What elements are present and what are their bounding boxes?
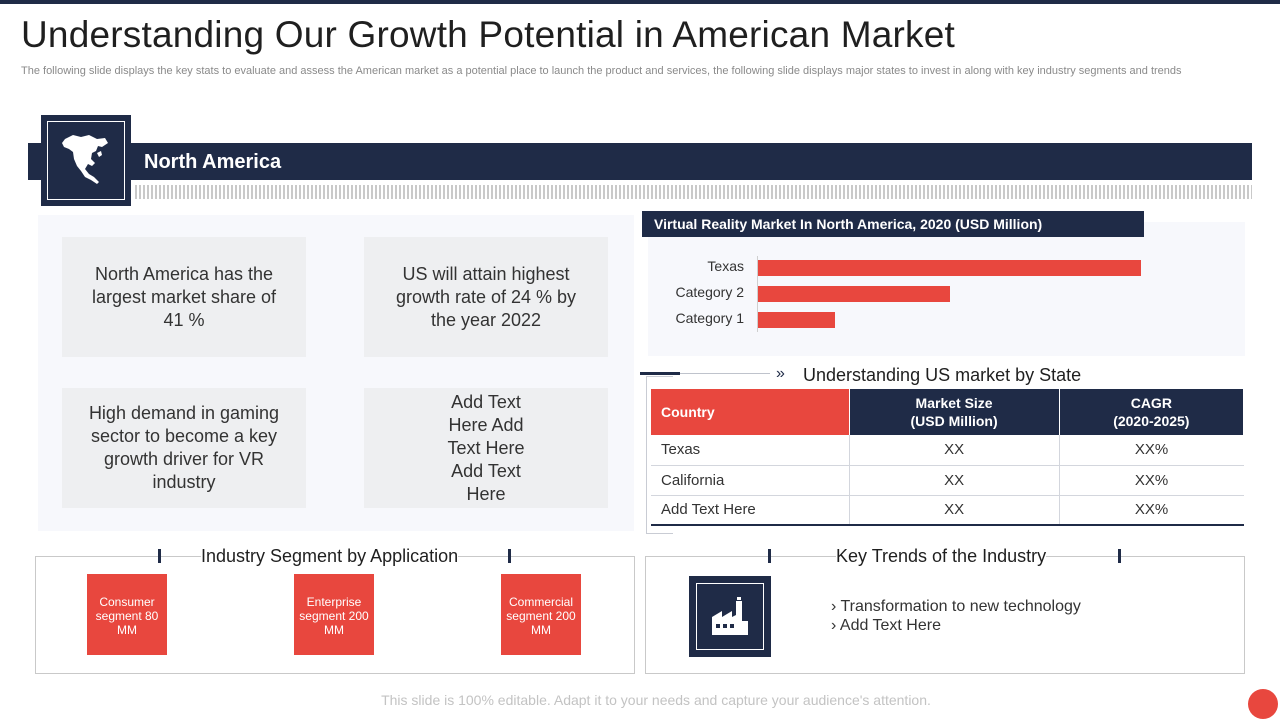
segment-title: Industry Segment by Application — [201, 546, 459, 567]
state-section-title: Understanding US market by State — [803, 365, 1082, 385]
section-accent-line — [640, 372, 680, 375]
region-label: North America — [144, 151, 282, 173]
page-title: Understanding Our Growth Potential in Am… — [21, 14, 955, 55]
trend-item: › Add Text Here — [831, 617, 941, 634]
stat-card: North America has the largest market sha… — [62, 237, 306, 357]
corner-dot — [1248, 689, 1278, 719]
cell-country: California — [651, 465, 850, 496]
bar — [758, 286, 950, 302]
cell-market-size: XX — [849, 495, 1060, 526]
bar — [758, 260, 1141, 276]
bar-category-label: Texas — [707, 258, 744, 274]
bar-category-label: Category 2 — [675, 284, 744, 300]
table-bracket — [646, 376, 673, 534]
cell-country: Add Text Here — [651, 495, 850, 526]
title-tick — [158, 549, 161, 563]
table-row: California XX XX% — [651, 465, 1244, 496]
title-tick — [508, 549, 511, 563]
factory-icon — [712, 597, 748, 635]
footer-note: This slide is 100% editable. Adapt it to… — [381, 692, 931, 708]
region-banner — [28, 143, 1252, 180]
top-accent-bar — [0, 0, 1280, 4]
cell-cagr: XX% — [1059, 465, 1244, 496]
double-chevron-icon: » — [776, 365, 785, 382]
section-divider-line — [680, 373, 770, 374]
stat-card: Add Text Here Add Text Here Add Text Her… — [364, 388, 608, 508]
page-subtitle: The following slide displays the key sta… — [21, 65, 1182, 77]
trend-item: › Transformation to new technology — [831, 598, 1081, 615]
title-tick — [1118, 549, 1121, 563]
table-header-row: Country Market Size (USD Million) CAGR (… — [651, 389, 1245, 435]
header-cagr: CAGR (2020-2025) — [1059, 389, 1245, 435]
bar-category-label: Category 1 — [675, 310, 744, 326]
segment-card: Consumer segment 80 MM — [87, 574, 167, 655]
cell-market-size: XX — [849, 435, 1060, 466]
header-country: Country — [651, 389, 850, 435]
stat-card: High demand in gaming sector to become a… — [62, 388, 306, 508]
table-row: Texas XX XX% — [651, 435, 1244, 466]
state-table: Country Market Size (USD Million) CAGR (… — [651, 389, 1245, 526]
banner-hatch-divider — [135, 185, 1252, 199]
segment-card: Commercial segment 200 MM — [501, 574, 581, 655]
trends-title: Key Trends of the Industry — [836, 546, 1047, 567]
table-row: Add Text Here XX XX% — [651, 495, 1244, 526]
cell-market-size: XX — [849, 465, 1060, 496]
segment-card: Enterprise segment 200 MM — [294, 574, 374, 655]
cell-cagr: XX% — [1059, 495, 1244, 526]
cell-cagr: XX% — [1059, 435, 1244, 466]
bar — [758, 312, 835, 328]
region-icon-box — [41, 115, 131, 206]
cell-country: Texas — [651, 435, 850, 466]
factory-icon-box — [689, 576, 771, 657]
north-america-map-icon — [62, 135, 108, 184]
chart-axis — [757, 256, 758, 332]
header-market-size: Market Size (USD Million) — [849, 389, 1060, 435]
chart-title: Virtual Reality Market In North America,… — [642, 211, 1144, 237]
title-tick — [768, 549, 771, 563]
stat-card: US will attain highest growth rate of 24… — [364, 237, 608, 357]
